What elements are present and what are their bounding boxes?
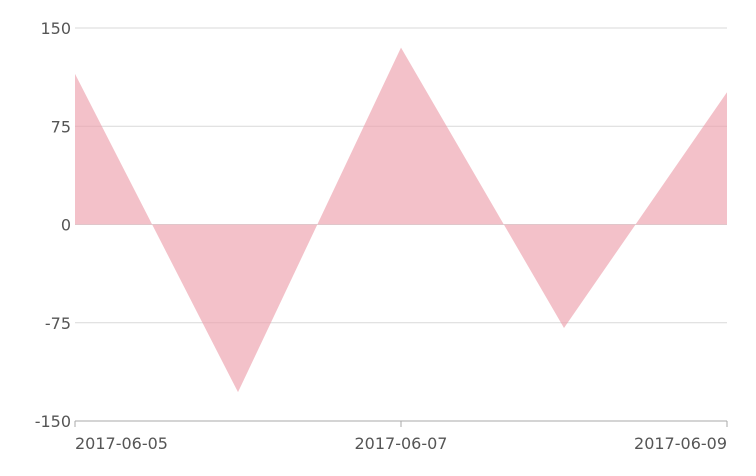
axes (74, 420, 728, 427)
data-point (727, 92, 728, 93)
y-tick-label: 150 (40, 19, 71, 38)
y-tick-label: 0 (61, 216, 71, 235)
x-tick-label: 2017-06-09 (634, 434, 727, 453)
y-tick-label: -150 (35, 412, 71, 431)
x-tick-label: 2017-06-05 (75, 434, 168, 453)
data-point (401, 47, 402, 48)
y-tick-label: -75 (45, 314, 71, 333)
area-fill (75, 47, 727, 393)
area-series (75, 47, 728, 393)
data-point (238, 392, 239, 393)
data-point (75, 73, 76, 74)
x-tick-label: 2017-06-07 (355, 434, 448, 453)
y-tick-label: 75 (51, 117, 71, 136)
data-point (564, 327, 565, 328)
